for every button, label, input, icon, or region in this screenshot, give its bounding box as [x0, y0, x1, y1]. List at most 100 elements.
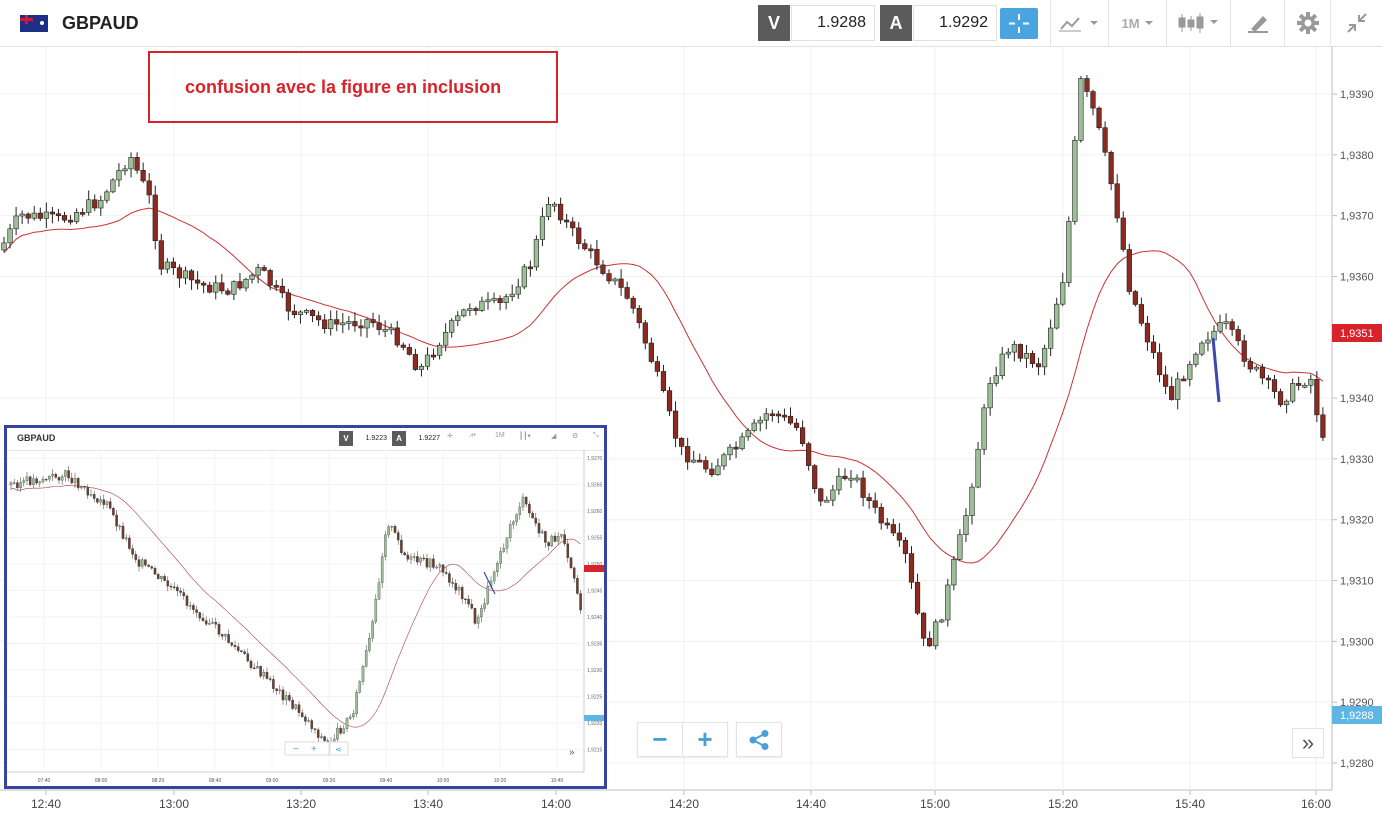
candle	[31, 206, 37, 221]
chevron-down-icon	[1090, 21, 1098, 25]
crosshair-button[interactable]	[1000, 8, 1038, 39]
candle	[388, 323, 394, 335]
candle	[781, 408, 788, 422]
candle	[1205, 331, 1211, 352]
candle	[1187, 360, 1193, 387]
candle	[1156, 343, 1163, 383]
inset-candle	[400, 534, 403, 556]
candle	[1247, 357, 1253, 373]
inset-candle	[28, 475, 32, 487]
timeframe-button[interactable]: 1M	[1108, 0, 1167, 46]
expand-panel-button[interactable]: »	[1292, 728, 1324, 758]
inset-candle	[92, 490, 96, 503]
inset-moving-average	[11, 485, 581, 728]
inset-candle	[576, 574, 579, 595]
inset-candle	[160, 575, 163, 582]
inset-y-tick-label: 1,9225	[587, 695, 603, 701]
inset-candle	[544, 530, 547, 548]
inset-candle	[476, 614, 480, 629]
inset-candle	[25, 471, 29, 485]
collapse-icon	[1347, 13, 1367, 33]
candle	[824, 496, 830, 503]
inset-chart-type-icon: ⩘▾	[469, 432, 476, 439]
candle	[975, 441, 981, 489]
settings-button[interactable]	[1284, 0, 1331, 46]
inset-candle	[243, 649, 246, 656]
inset-candle	[99, 495, 102, 506]
inset-candle	[531, 511, 534, 519]
inset-candle	[259, 665, 262, 679]
inset-candle	[172, 582, 176, 590]
inset-candle	[361, 664, 365, 685]
candle	[660, 364, 667, 393]
candle	[1199, 340, 1205, 357]
candle	[648, 337, 654, 364]
inset-candle	[457, 584, 461, 596]
inset-candle	[32, 474, 35, 489]
inset-candle	[553, 532, 557, 543]
candle	[1, 236, 7, 253]
candle	[182, 266, 189, 285]
share-button[interactable]	[737, 723, 781, 756]
inset-bid-letter: V	[339, 431, 353, 446]
inset-candle	[182, 588, 186, 600]
inset-y-tick-label: 1,9215	[587, 748, 603, 754]
candle	[1005, 348, 1011, 359]
candle	[642, 319, 648, 350]
inset-candle	[153, 566, 157, 575]
inset-candle	[102, 494, 106, 510]
inset-candle	[467, 595, 470, 608]
candle	[927, 631, 933, 647]
inset-candle	[169, 583, 173, 591]
candle	[727, 443, 733, 461]
candle	[86, 190, 92, 216]
candle	[473, 306, 479, 316]
y-tick-label: 1,9310	[1340, 576, 1374, 588]
inset-candle	[185, 594, 189, 610]
zoom-in-button[interactable]: +	[682, 723, 727, 756]
candle	[709, 462, 715, 478]
candle	[449, 318, 455, 338]
draw-tool-button[interactable]	[1230, 0, 1285, 46]
inset-candle	[179, 587, 182, 596]
candle	[606, 269, 612, 285]
inset-candle	[48, 475, 51, 482]
candle-style-button[interactable]	[1166, 0, 1231, 46]
inset-candle	[297, 700, 301, 717]
inset-candle	[83, 485, 86, 490]
candle	[636, 305, 642, 329]
inset-candle	[118, 524, 122, 531]
inset-candlestick-icon: ┃┃▾	[519, 433, 531, 440]
candle	[158, 233, 164, 276]
candle	[243, 277, 249, 292]
candle	[273, 280, 279, 291]
candle	[1235, 325, 1241, 346]
inset-candle	[44, 478, 48, 482]
chart-type-button[interactable]	[1050, 0, 1109, 46]
inset-candle	[371, 619, 374, 642]
inset-candle	[41, 475, 45, 484]
candle	[164, 258, 170, 274]
inset-candle	[198, 611, 202, 622]
candle	[678, 437, 685, 455]
inset-candle	[454, 579, 458, 595]
zoom-out-button[interactable]: −	[652, 724, 668, 754]
collapse-button[interactable]	[1330, 0, 1382, 46]
inset-collapse-icon: ⤡	[593, 432, 599, 439]
drawn-trend-line[interactable]	[1211, 337, 1221, 403]
inset-candle	[288, 692, 291, 703]
inset-y-tick-label: 1,9260	[587, 509, 603, 515]
inset-candle	[368, 633, 371, 653]
candle	[920, 612, 927, 646]
chevron-down-icon	[1144, 21, 1153, 25]
moving-average-line	[3, 207, 1324, 564]
candle	[1302, 382, 1308, 389]
inset-x-tick-label: 08:20	[152, 778, 165, 784]
candle	[1029, 350, 1036, 368]
inset-candle	[224, 633, 227, 641]
x-tick-label: 14:00	[541, 797, 571, 811]
candle	[866, 493, 872, 509]
inset-candle	[195, 605, 198, 618]
candle	[128, 152, 134, 178]
candle	[1150, 335, 1157, 359]
